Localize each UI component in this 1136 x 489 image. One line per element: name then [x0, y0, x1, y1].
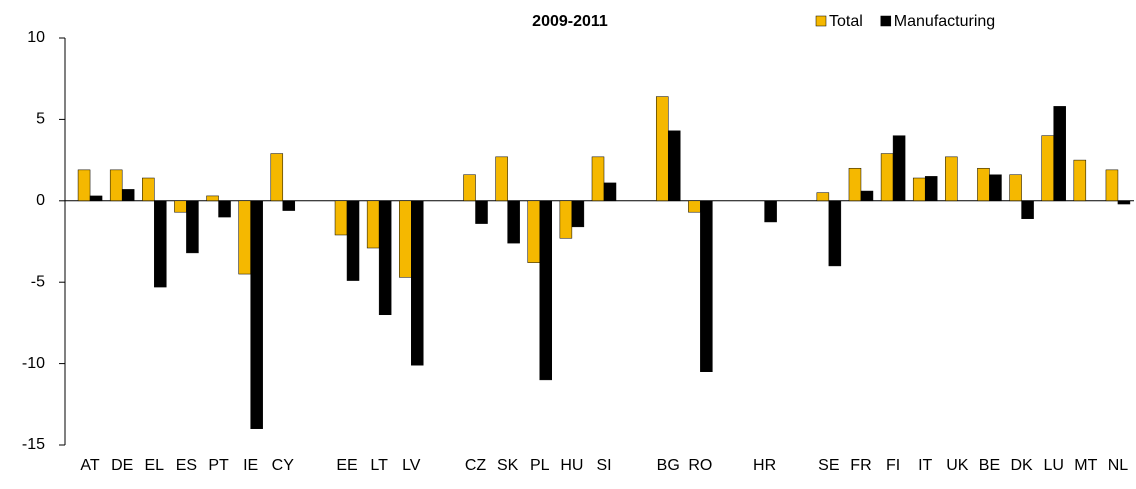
bar — [1041, 135, 1054, 202]
bar — [89, 195, 103, 202]
bar — [655, 96, 669, 202]
bar — [591, 156, 605, 202]
x-tick-label: ES — [176, 457, 197, 474]
x-tick-label: EL — [145, 457, 165, 474]
x-tick-label: SE — [818, 457, 839, 474]
bar — [892, 135, 906, 202]
bar — [109, 169, 123, 202]
bar — [700, 200, 713, 372]
x-tick-label: LV — [402, 457, 421, 474]
y-tick-label: 0 — [36, 192, 45, 209]
bar — [463, 174, 476, 202]
legend-label: Total — [829, 13, 863, 30]
bar — [399, 200, 412, 278]
bar — [977, 167, 990, 202]
bar — [174, 200, 187, 213]
bar — [527, 200, 541, 263]
bar — [1009, 174, 1022, 202]
bar — [764, 200, 777, 223]
bar — [154, 200, 167, 288]
x-tick-label: EE — [336, 457, 357, 474]
bar — [539, 200, 553, 381]
bar — [495, 156, 508, 202]
bar — [475, 200, 488, 224]
x-tick-label: SK — [497, 457, 519, 474]
x-tick-label: LU — [1043, 457, 1063, 474]
bar — [667, 130, 681, 202]
x-tick-label: BG — [657, 457, 680, 474]
bar — [121, 189, 135, 202]
bar — [334, 200, 348, 236]
bar — [378, 200, 392, 316]
x-tick-label: LT — [370, 457, 388, 474]
bar — [828, 200, 842, 267]
bar — [411, 200, 424, 366]
bar — [880, 153, 894, 202]
bar — [1021, 200, 1034, 219]
bar — [1117, 200, 1131, 205]
y-tick-label: -5 — [31, 273, 45, 290]
legend-swatch — [880, 15, 892, 27]
x-tick-label: SI — [596, 457, 611, 474]
x-tick-label: AT — [80, 457, 99, 474]
x-tick-label: MT — [1074, 457, 1097, 474]
bar — [250, 200, 263, 429]
bar — [1073, 159, 1087, 202]
x-tick-label: DE — [111, 457, 133, 474]
bar — [912, 177, 926, 202]
x-tick-label: FR — [850, 457, 871, 474]
y-tick-label: 5 — [36, 111, 45, 128]
bar — [270, 153, 284, 202]
x-tick-label: CZ — [465, 457, 487, 474]
bar — [142, 177, 155, 202]
bar — [507, 200, 520, 244]
y-tick-label: 10 — [27, 29, 45, 46]
x-tick-label: NL — [1108, 457, 1129, 474]
x-tick-label: FI — [886, 457, 900, 474]
bar — [238, 200, 251, 275]
x-tick-label: HU — [560, 457, 583, 474]
bar — [282, 200, 296, 211]
chart-title: 2009-2011 — [532, 13, 608, 30]
bar — [186, 200, 199, 254]
bar — [860, 190, 874, 202]
x-tick-label: IE — [243, 457, 258, 474]
bar — [816, 192, 830, 202]
x-tick-label: CY — [272, 457, 295, 474]
bar — [77, 169, 91, 202]
legend-swatch — [815, 15, 827, 27]
bar — [571, 200, 585, 228]
x-tick-label: UK — [946, 457, 969, 474]
bar — [559, 200, 573, 239]
y-tick-label: -10 — [22, 355, 45, 372]
bar — [603, 182, 617, 202]
x-tick-label: IT — [918, 457, 932, 474]
legend-label: Manufacturing — [894, 13, 995, 30]
bar — [206, 195, 219, 202]
x-tick-label: PL — [530, 457, 550, 474]
bar — [1105, 169, 1119, 202]
y-tick-label: -15 — [22, 436, 45, 453]
x-tick-label: PT — [208, 457, 229, 474]
x-tick-label: DK — [1010, 457, 1033, 474]
bar — [1053, 106, 1066, 202]
bar — [848, 167, 862, 202]
bar — [924, 176, 938, 202]
bar — [688, 200, 701, 213]
bar — [346, 200, 360, 281]
x-tick-label: HR — [753, 457, 776, 474]
bar — [366, 200, 380, 249]
bar — [218, 200, 231, 218]
bar — [989, 174, 1002, 202]
x-tick-label: BE — [979, 457, 1000, 474]
x-tick-label: RO — [688, 457, 712, 474]
bar — [945, 156, 958, 202]
